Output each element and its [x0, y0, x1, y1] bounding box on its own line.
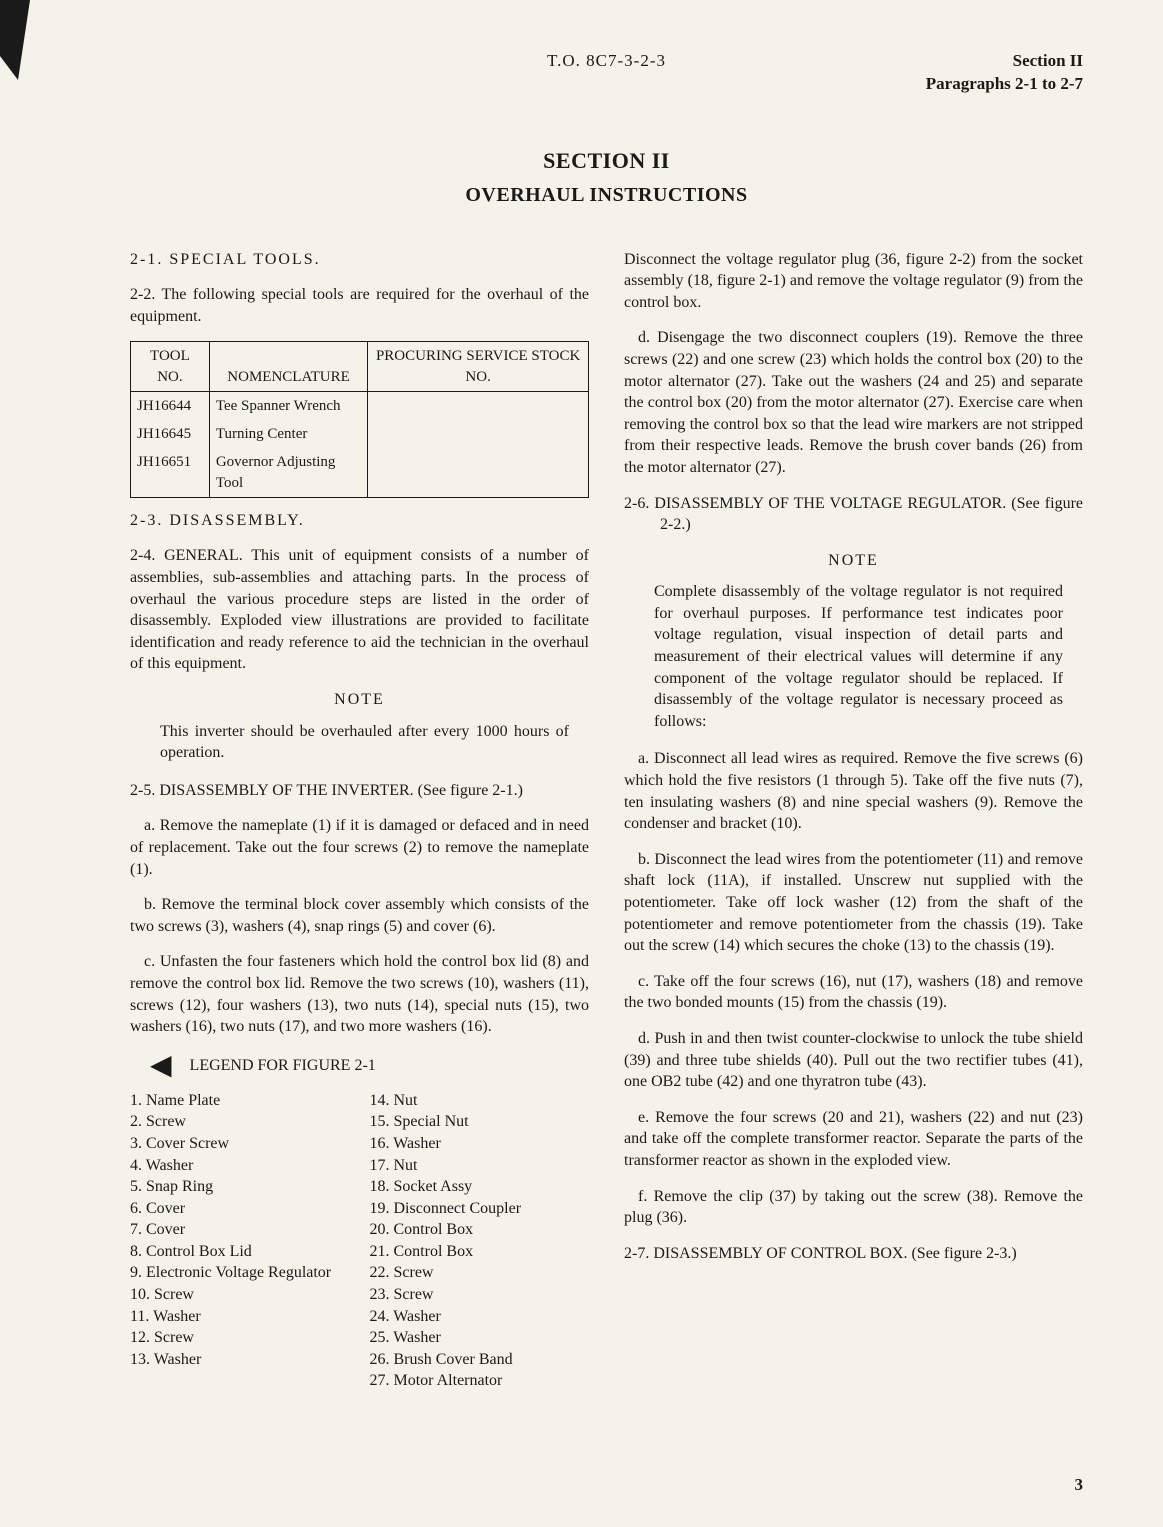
legend-item: 2. Screw [130, 1111, 350, 1133]
legend-item: 4. Washer [130, 1155, 350, 1177]
table-cell [368, 391, 589, 497]
body-columns: 2-1. SPECIAL TOOLS. 2-2. The following s… [130, 249, 1083, 1392]
table-row: JH16644 Tee Spanner Wrench [131, 391, 589, 420]
table-cell: JH16645 [131, 420, 210, 448]
page-edge-shadow [0, 0, 30, 80]
note-body: Complete disassembly of the voltage regu… [654, 581, 1063, 732]
para-2-7-heading: 2-7. DISASSEMBLY OF CONTROL BOX. (See fi… [624, 1243, 1083, 1265]
legend-item: 12. Screw [130, 1327, 350, 1349]
legend-item: 6. Cover [130, 1198, 350, 1220]
legend-item: 17. Nut [370, 1155, 590, 1177]
page-number: 3 [1075, 1474, 1084, 1497]
legend-item: 27. Motor Alternator [370, 1370, 590, 1392]
para-2-6e: e. Remove the four screws (20 and 21), w… [624, 1107, 1083, 1172]
note-body: This inverter should be overhauled after… [160, 721, 569, 764]
left-column: 2-1. SPECIAL TOOLS. 2-2. The following s… [130, 249, 589, 1392]
document-number: T.O. 8C7-3-2-3 [448, 50, 766, 73]
legend-item: 3. Cover Screw [130, 1133, 350, 1155]
table-cell: JH16644 [131, 391, 210, 420]
para-2-1-heading: 2-1. SPECIAL TOOLS. [130, 249, 589, 271]
legend-item: 20. Control Box [370, 1219, 590, 1241]
legend-item: 10. Screw [130, 1284, 350, 1306]
table-header: NOMENCLATURE [209, 342, 367, 392]
back-arrow-icon: ◀ [150, 1052, 172, 1080]
legend-title: LEGEND FOR FIGURE 2-1 [190, 1055, 376, 1077]
table-cell: Turning Center [209, 420, 367, 448]
para-2-6d: d. Push in and then twist counter-clockw… [624, 1028, 1083, 1093]
legend-item: 19. Disconnect Coupler [370, 1198, 590, 1220]
legend-item: 21. Control Box [370, 1241, 590, 1263]
section-title: SECTION II [130, 146, 1083, 176]
paragraphs-label: Paragraphs 2-1 to 2-7 [765, 73, 1083, 96]
table-cell: Governor Adjusting Tool [209, 448, 367, 497]
para-continued: Disconnect the voltage regulator plug (3… [624, 249, 1083, 314]
legend-item: 13. Washer [130, 1349, 350, 1371]
legend-item: 24. Washer [370, 1306, 590, 1328]
legend-list-right: 14. Nut 15. Special Nut 16. Washer 17. N… [370, 1090, 590, 1392]
para-2-6-heading: 2-6. DISASSEMBLY OF THE VOLTAGE REGULATO… [624, 493, 1083, 536]
legend-item: 7. Cover [130, 1219, 350, 1241]
legend-item: 11. Washer [130, 1306, 350, 1328]
table-cell: Tee Spanner Wrench [209, 391, 367, 420]
para-2-6a: a. Disconnect all lead wires as required… [624, 748, 1083, 834]
para-2-2: 2-2. The following special tools are req… [130, 284, 589, 327]
page-header: T.O. 8C7-3-2-3 Section II Paragraphs 2-1… [130, 50, 1083, 96]
para-2-5b: b. Remove the terminal block cover assem… [130, 894, 589, 937]
para-2-6c: c. Take off the four screws (16), nut (1… [624, 971, 1083, 1014]
note-label: NOTE [624, 550, 1083, 572]
legend-item: 1. Name Plate [130, 1090, 350, 1112]
para-2-3-heading: 2-3. DISASSEMBLY. [130, 510, 589, 532]
legend-item: 16. Washer [370, 1133, 590, 1155]
legend-item: 26. Brush Cover Band [370, 1349, 590, 1371]
legend-item: 18. Socket Assy [370, 1176, 590, 1198]
legend-item: 5. Snap Ring [130, 1176, 350, 1198]
legend-item: 14. Nut [370, 1090, 590, 1112]
legend-item: 9. Electronic Voltage Regulator [130, 1262, 350, 1284]
para-2-6b: b. Disconnect the lead wires from the po… [624, 849, 1083, 957]
legend-columns: 1. Name Plate 2. Screw 3. Cover Screw 4.… [130, 1090, 589, 1392]
legend-item: 23. Screw [370, 1284, 590, 1306]
para-2-6f: f. Remove the clip (37) by taking out th… [624, 1186, 1083, 1229]
legend-header: ◀ LEGEND FOR FIGURE 2-1 [150, 1052, 589, 1080]
para-2-5d: d. Disengage the two disconnect couplers… [624, 327, 1083, 478]
para-2-4: 2-4. GENERAL. This unit of equipment con… [130, 545, 589, 675]
right-column: Disconnect the voltage regulator plug (3… [624, 249, 1083, 1392]
legend-item: 8. Control Box Lid [130, 1241, 350, 1263]
legend-item: 22. Screw [370, 1262, 590, 1284]
para-2-5c: c. Unfasten the four fasteners which hol… [130, 951, 589, 1037]
note-label: NOTE [130, 689, 589, 711]
table-header: TOOL NO. [131, 342, 210, 392]
para-2-5a: a. Remove the nameplate (1) if it is dam… [130, 815, 589, 880]
table-header: PROCURING SERVICE STOCK NO. [368, 342, 589, 392]
tools-table: TOOL NO. NOMENCLATURE PROCURING SERVICE … [130, 341, 589, 498]
legend-item: 25. Washer [370, 1327, 590, 1349]
section-subtitle: OVERHAUL INSTRUCTIONS [130, 182, 1083, 209]
para-2-5-heading: 2-5. DISASSEMBLY OF THE INVERTER. (See f… [130, 780, 589, 802]
legend-item: 15. Special Nut [370, 1111, 590, 1133]
section-label: Section II [765, 50, 1083, 73]
legend-list-left: 1. Name Plate 2. Screw 3. Cover Screw 4.… [130, 1090, 350, 1392]
table-cell: JH16651 [131, 448, 210, 497]
